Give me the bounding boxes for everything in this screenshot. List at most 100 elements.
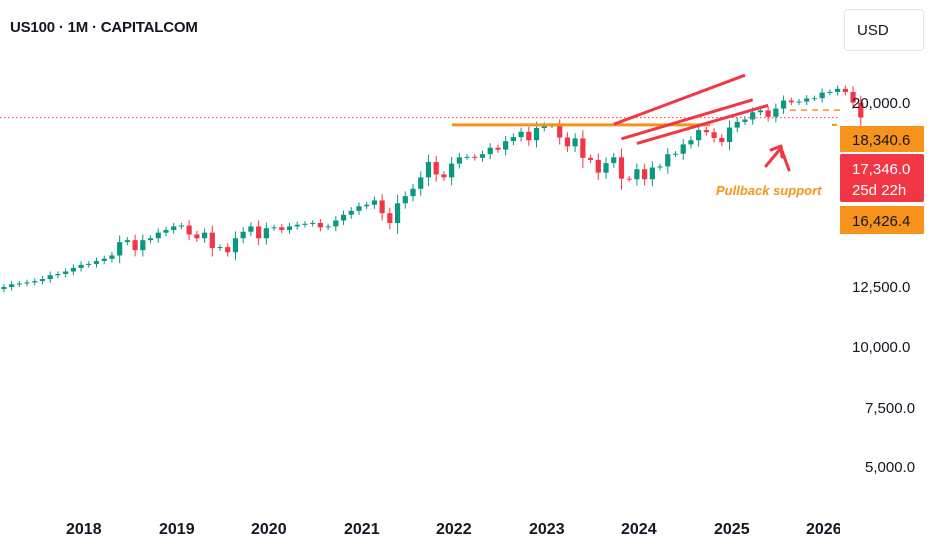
candle-body[interactable] [286,226,293,230]
candle-body[interactable] [711,132,717,138]
candle-body[interactable] [796,101,802,103]
candle-body[interactable] [742,119,748,122]
candle-body[interactable] [16,283,22,285]
candle-body[interactable] [348,210,354,215]
candle-body[interactable] [564,137,571,147]
candle-body[interactable] [541,125,547,128]
candle-body[interactable] [379,200,385,214]
candle-body[interactable] [101,258,107,261]
candle-body[interactable] [603,163,609,173]
candle-body[interactable] [804,98,810,102]
candle-body[interactable] [441,174,447,178]
candle-body[interactable] [217,247,223,249]
candle-body[interactable] [310,222,316,224]
candle-body[interactable] [86,263,92,265]
candle-body[interactable] [533,127,540,141]
candle-body[interactable] [317,222,323,228]
candle-body[interactable] [186,225,192,235]
candle-body[interactable] [271,227,277,229]
candle-body[interactable] [495,147,501,150]
candle-body[interactable] [132,240,138,251]
candle-body[interactable] [472,156,478,158]
candle-body[interactable] [263,228,269,239]
symbol-title[interactable]: US100 · 1M · CAPITALCOM [10,19,198,36]
channel-middle-line[interactable] [621,98,754,141]
candle-body[interactable] [688,140,694,145]
candle-body[interactable] [642,169,648,180]
candle-body[interactable] [209,232,215,249]
candle-body[interactable] [819,92,825,99]
candle-body[interactable] [719,137,725,143]
candle-body[interactable] [433,162,439,175]
candle-body[interactable] [240,231,246,239]
candle-body[interactable] [117,242,123,256]
candle-body[interactable] [47,275,53,280]
candle-body[interactable] [279,227,285,230]
candle-body[interactable] [464,156,470,158]
candle-body[interactable] [487,147,493,155]
candle-body[interactable] [696,130,702,141]
candle-body[interactable] [657,166,663,168]
candle-body[interactable] [572,138,578,147]
candle-body[interactable] [63,271,69,274]
candle-body[interactable] [124,240,130,243]
candle-body[interactable] [93,260,100,264]
candle-body[interactable] [364,204,370,207]
candle-body[interactable] [194,234,200,239]
candle-body[interactable] [394,203,401,223]
candle-body[interactable] [39,279,46,282]
candle-body[interactable] [24,282,30,284]
candle-body[interactable] [765,110,771,117]
candle-body[interactable] [333,220,339,227]
candle-body[interactable] [147,238,154,241]
candle-body[interactable] [55,273,61,276]
candle-body[interactable] [757,110,764,113]
candle-body[interactable] [178,225,185,227]
candle-body[interactable] [665,154,671,167]
candle-body[interactable] [356,206,362,211]
candle-body[interactable] [672,153,679,155]
candle-body[interactable] [163,229,169,233]
candle-body[interactable] [294,224,300,227]
candle-body[interactable] [750,112,756,120]
candle-body[interactable] [32,281,38,283]
candle-body[interactable] [371,200,378,205]
candle-body[interactable] [518,131,524,138]
candle-body[interactable] [140,240,146,251]
candle-body[interactable] [510,137,516,142]
candle-body[interactable] [788,100,794,103]
candle-body[interactable] [171,226,177,230]
candle-body[interactable] [811,98,818,100]
candle-body[interactable] [256,226,262,239]
candle-body[interactable] [726,127,733,143]
candle-body[interactable] [456,157,462,164]
candle-body[interactable] [703,130,709,133]
candle-body[interactable] [734,121,740,128]
candle-body[interactable] [557,125,563,138]
candle-body[interactable] [835,88,841,92]
candle-body[interactable] [418,177,424,189]
candle-body[interactable] [449,163,455,178]
candle-body[interactable] [580,138,586,158]
candle-body[interactable] [618,157,625,179]
candle-body[interactable] [842,88,848,92]
candle-body[interactable] [109,255,115,259]
candle-body[interactable] [155,232,161,239]
candle-body[interactable] [634,169,640,180]
forecast-arrow[interactable] [764,146,791,172]
candle-body[interactable] [526,131,532,141]
channel-upper-line[interactable] [613,73,746,126]
candle-body[interactable] [410,188,416,197]
candle-body[interactable] [302,223,308,225]
candle-body[interactable] [225,247,231,253]
candle-body[interactable] [649,167,655,180]
time-axis[interactable]: 2018 2019 2020 2021 2022 2023 2024 2025 … [66,521,842,538]
candle-body[interactable] [232,238,239,253]
candle-body[interactable] [626,178,632,180]
candle-body[interactable] [827,91,833,93]
candle-body[interactable] [479,154,486,158]
candle-body[interactable] [780,100,787,109]
candle-body[interactable] [1,287,7,290]
candle-body[interactable] [340,214,347,221]
